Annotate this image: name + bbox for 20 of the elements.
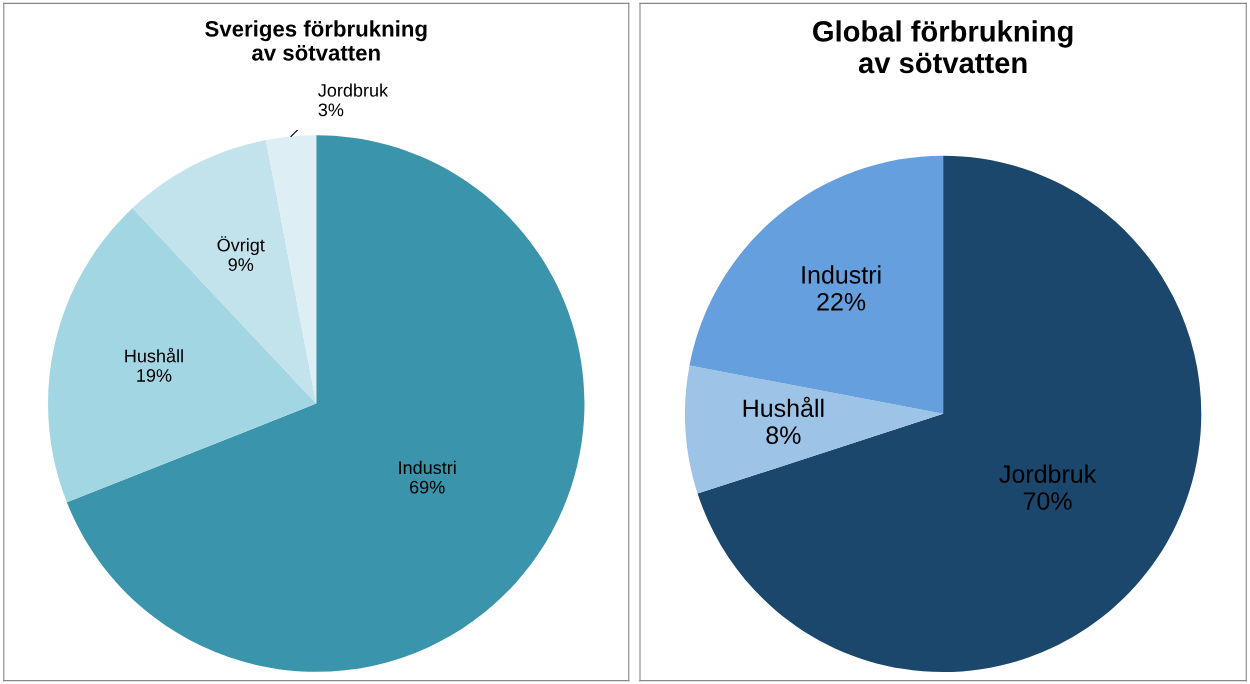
- slice-label: Hushåll: [743, 396, 824, 418]
- slice-label: Hushåll: [125, 347, 183, 363]
- data-label: 69%: [410, 480, 445, 494]
- slice-label: Jordbruk: [318, 83, 389, 97]
- data-label: 9%: [228, 258, 254, 271]
- slice-label: Övrigt: [217, 236, 265, 256]
- data-label: 8%: [766, 426, 801, 445]
- pie-slice: [48, 208, 317, 503]
- chart-title: Global förbrukning av sötvatten: [813, 20, 1073, 74]
- data-label: 22%: [817, 292, 866, 311]
- pie-slice: [684, 365, 944, 494]
- data-label: 19%: [137, 369, 172, 382]
- chart-title: Sveriges förbrukning av sötvatten: [205, 20, 427, 61]
- data-label: 3%: [318, 103, 344, 117]
- slice-label: Industri: [802, 265, 881, 284]
- pie-slice: [697, 155, 1202, 672]
- data-label: 70%: [1023, 492, 1072, 510]
- slice-label: Industri: [399, 460, 456, 475]
- pie-slice: [66, 135, 585, 672]
- slice-label: Jordbruk: [999, 464, 1097, 483]
